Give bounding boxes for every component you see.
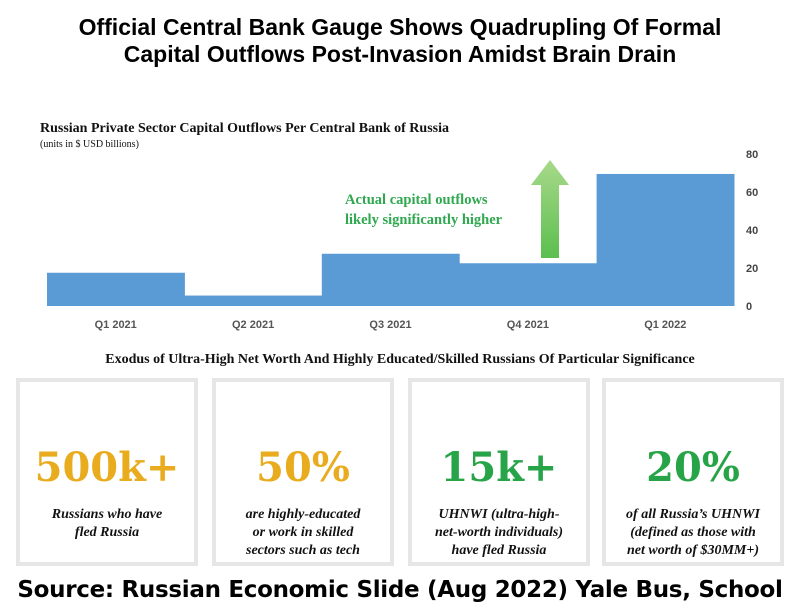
stat-card: 50% are highly-educated or work in skill… [212,378,394,566]
desc-line: have fled Russia [451,543,547,558]
x-tick-label: Q2 2021 [232,319,274,331]
bar [459,263,598,306]
y-tick-label: 60 [746,187,758,199]
x-tick-label: Q4 2021 [507,319,549,331]
stat-description: of all Russia’s UHNWI (defined as those … [612,506,774,560]
desc-line: fled Russia [74,525,140,540]
desc-line: sectors such as tech [246,543,360,558]
title-line-2: Capital Outflows Post-Invasion Amidst Br… [123,41,677,67]
stat-value: 50% [256,444,350,491]
x-tick-label: Q1 2021 [95,319,137,331]
desc-line: UHNWI (ultra-high- [438,507,560,522]
annotation-line-2: likely significantly higher [345,212,503,228]
upward-arrow-icon [531,160,569,258]
capital-outflows-chart: Q1 2021 Q2 2021 Q3 2021 Q4 2021 Q1 2022 0 20 4… [47,149,758,331]
chart-annotation: Actual capital outflows likely significa… [345,190,502,230]
y-tick-label: 20 [746,263,758,275]
x-tick-label: Q1 2022 [644,319,686,331]
y-tick-label: 0 [746,301,752,313]
chart-title: Russian Private Sector Capital Outflows … [40,121,449,136]
desc-line: are highly-educated [245,507,361,522]
desc-line: net-worth individuals) [435,525,563,540]
desc-line: Russians who have [51,507,163,522]
exodus-heading: Exodus of Ultra-High Net Worth And Highl… [105,352,695,367]
y-tick-label: 80 [746,149,758,161]
bar [596,173,735,306]
desc-line: or work in skilled [252,525,354,540]
bar [47,272,185,306]
title-line-1: Official Central Bank Gauge Shows Quadru… [78,14,722,40]
chart-units: (units in $ USD billions) [40,139,139,150]
stat-value: 500k+ [34,444,180,491]
desc-line: net worth of $30MM+) [626,543,760,558]
annotation-line-1: Actual capital outflows [345,192,488,208]
stat-card: 15k+ UHNWI (ultra-high- net-worth indivi… [408,378,590,566]
x-tick-label: Q3 2021 [369,319,411,331]
bar [184,295,323,306]
stat-card: 500k+ Russians who have fled Russia [16,378,198,566]
y-tick-label: 40 [746,225,758,237]
stat-description: Russians who have fled Russia [26,506,188,542]
stat-value: 20% [646,444,740,491]
page-title: Official Central Bank Gauge Shows Quadru… [0,14,800,68]
stat-value: 15k+ [440,444,558,491]
stat-cards: 500k+ Russians who have fled Russia 50% … [16,378,784,568]
source-footer: Source: Russian Economic Slide (Aug 2022… [17,577,783,603]
desc-line: (defined as those with [630,525,756,540]
stat-description: are highly-educated or work in skilled s… [222,506,384,560]
desc-line: of all Russia’s UHNWI [626,507,760,522]
stat-card: 20% of all Russia’s UHNWI (defined as th… [602,378,784,566]
stat-description: UHNWI (ultra-high- net-worth individuals… [418,506,580,560]
bar [321,253,460,306]
